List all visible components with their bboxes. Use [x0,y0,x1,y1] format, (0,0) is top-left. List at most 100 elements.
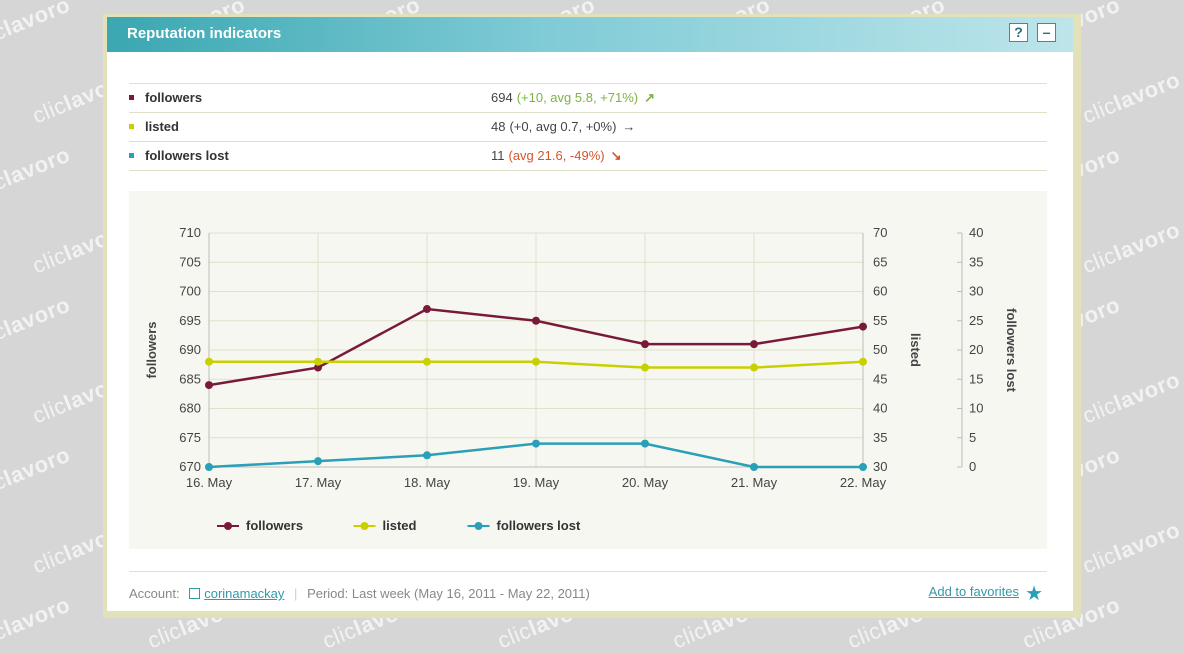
legend-marker [224,522,232,530]
panel-header: Reputation indicators ? – [107,17,1073,52]
y-tick-label-right: 50 [873,342,887,357]
period-value: Last week (May 16, 2011 - May 22, 2011) [351,586,590,601]
y-tick-label-left: 705 [179,254,201,269]
indicator-row: followers 694 (+10, avg 5.8, +71%) ↗ [129,83,1047,112]
y-tick-label-left: 680 [179,401,201,416]
legend-label: followers lost [497,518,581,533]
indicator-value: 48 [491,119,506,134]
help-button[interactable]: ? [1009,23,1028,42]
y-tick-label-left: 690 [179,342,201,357]
x-tick-label: 21. May [731,475,778,490]
y-tick-label-right: 45 [873,371,887,386]
indicator-value: 694 [491,90,513,105]
minimize-button[interactable]: – [1037,23,1056,42]
watermark-text: cliclavoro [0,141,74,204]
indicator-table: followers 694 (+10, avg 5.8, +71%) ↗ listed 4… [129,83,1047,171]
y-tick-label-right: 30 [873,459,887,474]
y-tick-label-right: 35 [873,430,887,445]
data-point [314,357,322,366]
legend-marker [474,522,483,530]
data-point [532,316,540,325]
indicator-delta: (avg 21.6, -49%) [508,148,605,163]
data-point [641,340,649,349]
y-tick-label-left: 700 [179,284,201,299]
watermark-text: cliclavoro [0,591,74,654]
indicator-value-group: 11 (avg 21.6, -49%) ↘ [491,148,622,164]
x-tick-label: 22. May [840,475,887,490]
indicator-label: followers [145,90,203,105]
trend-arrow-icon: → [622,119,636,134]
data-point [859,357,867,366]
y-tick-label-right-secondary: 5 [969,430,976,445]
y-tick-label-right-secondary: 15 [969,371,983,386]
series-color-marker [129,124,134,129]
data-point [750,363,758,372]
data-point [205,381,213,390]
footer-separator: | [294,586,298,601]
watermark-text: cliclavoro [1078,66,1184,129]
data-point [205,463,213,471]
y-tick-label-right: 65 [873,254,887,269]
account-label: Account: [129,586,180,601]
x-tick-label: 19. May [513,475,560,490]
y-tick-label-left: 675 [179,430,201,445]
data-point [859,463,867,471]
x-tick-label: 17. May [295,475,342,490]
indicator-delta: (+10, avg 5.8, +71%) [516,90,639,105]
x-tick-label: 20. May [622,475,669,490]
data-point [423,451,431,460]
data-point [423,305,431,314]
indicator-value: 11 [491,148,505,163]
line-chart: 670 30 0 675 35 5 680 40 10 685 45 15 690 50 20 695 55 25… [144,225,1019,533]
indicator-row: followers lost 11 (avg 21.6, -49%) ↘ [129,141,1047,171]
data-point [750,463,758,471]
indicator-delta: (+0, avg 0.7, +0%) [509,119,617,134]
account-link[interactable]: corinamackay [204,586,285,601]
y-tick-label-right-secondary: 30 [969,284,983,299]
data-point [750,340,758,349]
series-color-marker [129,153,134,158]
watermark-text: cliclavoro [0,441,74,504]
data-point [205,357,213,366]
period-label: Period: [307,586,349,601]
data-point [532,357,540,366]
data-point [314,457,322,466]
indicator-row: listed 48 (+0, avg 0.7, +0%) → [129,112,1047,141]
watermark-text: cliclavoro [1078,366,1184,429]
legend-label: followers [246,518,303,533]
x-tick-label: 16. May [186,475,233,490]
add-to-favorites-link[interactable]: Add to favorites [928,584,1019,599]
data-point [641,363,649,372]
y-tick-label-left: 670 [179,459,201,474]
y-axis-title-left: followers [144,321,159,378]
indicator-label: listed [145,119,179,134]
data-point [423,357,431,366]
y-tick-label-right-secondary: 20 [969,342,983,357]
watermark-text: cliclavoro [0,291,74,354]
y-tick-label-right-secondary: 40 [969,225,983,240]
y-tick-label-right-secondary: 10 [969,401,983,416]
series-color-marker [129,95,134,100]
y-tick-label-right-secondary: 25 [969,313,983,328]
external-link-icon [189,588,201,599]
y-tick-label-left: 685 [179,371,201,386]
star-icon[interactable]: ★ [1025,583,1043,605]
y-tick-label-right-secondary: 0 [969,459,976,474]
data-point [532,439,540,448]
y-axis-title-right: listed [908,333,923,367]
chart-area: 670 30 0 675 35 5 680 40 10 685 45 15 690 50 20 695 55 25… [129,191,1047,549]
y-tick-label-right-secondary: 35 [969,254,983,269]
y-tick-label-right: 40 [873,401,887,416]
panel-title: Reputation indicators [127,25,282,42]
y-tick-label-right: 70 [873,225,887,240]
legend-marker [360,522,369,530]
watermark-text: cliclavoro [1078,216,1184,279]
reputation-panel: Reputation indicators ? – followers 694 (+… [107,17,1073,611]
watermark-text: cliclavoro [1078,516,1184,579]
y-tick-label-right: 55 [873,313,887,328]
trend-arrow-icon: ↘ [610,148,622,163]
y-axis-title-right-secondary: followers lost [1004,308,1019,392]
data-point [859,322,867,331]
trend-arrow-icon: ↗ [644,90,656,105]
y-tick-label-left: 695 [179,313,201,328]
